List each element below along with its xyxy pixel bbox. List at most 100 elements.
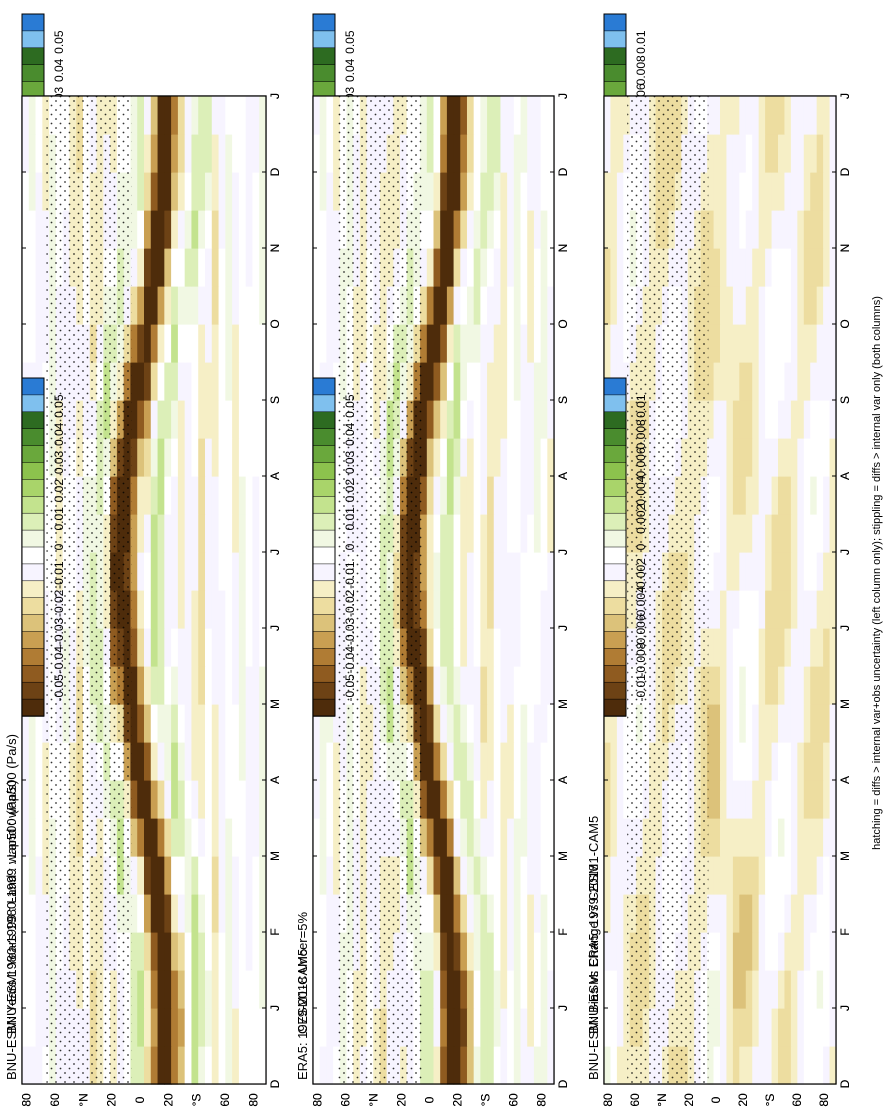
month-label: J	[556, 93, 570, 99]
colorbar-swatch	[21, 445, 45, 464]
heatmap-cell	[171, 324, 179, 363]
colorbar-swatch	[312, 529, 336, 548]
heatmap-cell	[191, 438, 199, 477]
heatmap-cell	[540, 210, 548, 249]
heatmap-cell	[252, 1046, 260, 1085]
heatmap-cell	[333, 134, 341, 173]
heatmap-cell	[440, 438, 448, 477]
heatmap-cell	[313, 210, 321, 249]
heatmap-cell	[473, 134, 481, 173]
heatmap-cell	[313, 818, 321, 857]
heatmap-cell	[252, 172, 260, 211]
heatmap-cell	[252, 1008, 260, 1047]
heatmap-cell	[238, 96, 247, 135]
heatmap-cell	[184, 324, 193, 363]
latitude-label: 20	[161, 1093, 175, 1107]
heatmap-cell	[333, 666, 341, 705]
heatmap-cell	[22, 704, 30, 743]
heatmap-cell	[453, 134, 461, 173]
heatmap-cell	[22, 1008, 30, 1047]
heatmap-cell	[245, 514, 254, 553]
heatmap-cell	[198, 666, 206, 705]
heatmap-cell	[507, 96, 515, 135]
heatmap-cell	[205, 742, 213, 781]
heatmap-cell	[252, 248, 260, 287]
month-label: S	[268, 396, 282, 404]
heatmap-cell	[171, 400, 179, 439]
heatmap-cell	[460, 932, 468, 971]
heatmap-cell	[487, 172, 495, 211]
heatmap-cell	[218, 704, 226, 743]
heatmap-cell	[211, 780, 220, 819]
heatmap-cell	[480, 590, 488, 629]
heatmap-cell	[540, 1046, 548, 1085]
heatmap-cell	[520, 134, 528, 173]
heatmap-cell	[144, 96, 152, 135]
heatmap-cell	[22, 286, 30, 325]
heatmap-cell	[211, 476, 220, 515]
heatmap-cell	[164, 932, 172, 971]
heatmap-cell	[137, 628, 145, 667]
heatmap-cell	[144, 1046, 152, 1085]
heatmap-cell	[533, 324, 542, 363]
heatmap-cell	[533, 476, 542, 515]
heatmap-cell	[164, 324, 172, 363]
heatmap-cell	[42, 628, 50, 667]
heatmap-cell	[245, 1046, 254, 1085]
heatmap-cell	[313, 286, 321, 325]
heatmap-cell	[252, 590, 260, 629]
heatmap-cell	[473, 970, 481, 1009]
heatmap-cell	[130, 1046, 138, 1085]
heatmap-cell	[513, 324, 522, 363]
month-label: N	[556, 244, 570, 253]
heatmap-cell	[460, 438, 468, 477]
heatmap-cell	[319, 704, 327, 743]
heatmap-cell	[440, 514, 448, 553]
heatmap-cell	[211, 932, 220, 971]
month-label: M	[268, 851, 282, 861]
month-label: M	[556, 851, 570, 861]
heatmap-cell	[460, 666, 468, 705]
heatmap-cell	[137, 666, 145, 705]
heatmap-cell	[259, 248, 267, 287]
heatmap-cell	[513, 96, 522, 135]
heatmap-cell	[540, 400, 548, 439]
heatmap-cell	[507, 970, 515, 1009]
heatmap-cell	[326, 856, 334, 895]
heatmap-cell	[420, 210, 428, 249]
heatmap-cell	[28, 970, 37, 1009]
heatmap-cell	[487, 1008, 495, 1047]
heatmap-cell	[164, 628, 172, 667]
heatmap-cell	[466, 552, 475, 591]
heatmap-cell	[520, 210, 528, 249]
heatmap-cell	[137, 324, 145, 363]
heatmap-cell	[205, 590, 213, 629]
heatmap-cell	[547, 210, 555, 249]
heatmap-cell	[420, 666, 428, 705]
heatmap-cell	[144, 134, 152, 173]
heatmap-cell	[238, 362, 247, 401]
heatmap-cell	[533, 818, 542, 857]
heatmap-cell	[218, 96, 226, 135]
heatmap-cell	[130, 818, 138, 857]
heatmap-cell	[466, 134, 475, 173]
month-label: J	[556, 549, 570, 555]
heatmap-cell	[252, 286, 260, 325]
heatmap-cell	[540, 476, 548, 515]
colorbar-swatch	[21, 411, 45, 430]
heatmap-cell	[238, 970, 247, 1009]
heatmap-cell	[426, 742, 435, 781]
heatmap-cell	[22, 932, 30, 971]
heatmap-cell	[487, 324, 495, 363]
colorbar-label: -0.03	[343, 618, 357, 646]
heatmap-cell	[252, 552, 260, 591]
heatmap-cell	[232, 666, 240, 705]
heatmap-cell	[245, 438, 254, 477]
latitude-label: 20	[394, 1093, 408, 1107]
heatmap-cell	[205, 1008, 213, 1047]
heatmap-cell	[225, 704, 233, 743]
heatmap-cell	[313, 1046, 321, 1085]
heatmap-cell	[238, 324, 247, 363]
heatmap-cell	[453, 932, 461, 971]
heatmap-cell	[527, 628, 535, 667]
